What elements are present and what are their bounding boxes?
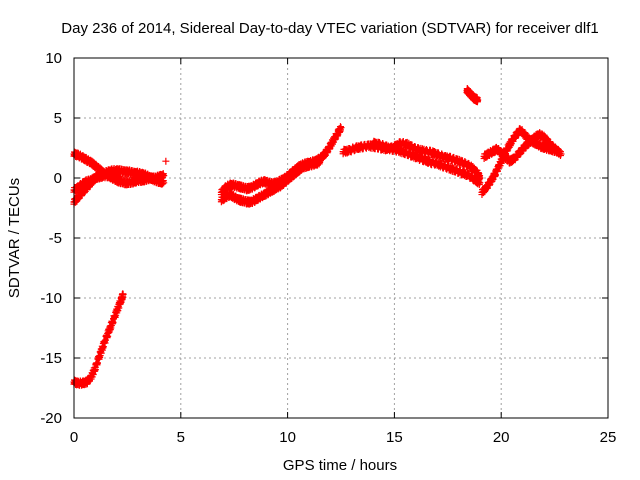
data-point	[474, 96, 482, 104]
x-tick-label: 10	[279, 429, 296, 446]
data-point	[557, 150, 565, 158]
data-point	[160, 179, 168, 187]
series-arc-h	[478, 125, 563, 199]
x-axis-label: GPS time / hours	[283, 457, 397, 474]
y-tick-label: 0	[54, 170, 62, 187]
data-point	[337, 124, 345, 132]
x-tick-label: 15	[386, 429, 403, 446]
series-arc-b	[70, 165, 168, 208]
series-arc-g	[369, 137, 484, 188]
y-tick-label: 10	[45, 50, 62, 67]
axis-ticks	[73, 57, 609, 419]
data-point	[117, 175, 125, 183]
y-tick-label: -20	[40, 410, 62, 427]
y-axis-label: SDTVAR / TECUs	[6, 178, 23, 298]
y-tick-label: -15	[40, 350, 62, 367]
series-arc-e	[217, 157, 324, 208]
data-points	[70, 85, 565, 389]
series-isolated	[162, 157, 170, 165]
y-tick-labels: -20 -15 -10 -5 0 5 10	[40, 50, 62, 427]
chart-title: Day 236 of 2014, Sidereal Day-to-day VTE…	[61, 20, 598, 37]
x-tick-label: 0	[70, 429, 78, 446]
y-tick-label: 5	[54, 110, 62, 127]
data-point	[119, 290, 127, 298]
x-tick-label: 20	[493, 429, 510, 446]
x-tick-labels: 0 5 10 15 20 25	[70, 429, 617, 446]
data-point	[476, 179, 484, 187]
y-tick-label: -5	[49, 230, 62, 247]
series-arc-i	[480, 129, 565, 167]
series-high-blip	[463, 85, 482, 106]
series-steep-arc	[70, 290, 127, 389]
x-tick-label: 5	[177, 429, 185, 446]
series-arc-c	[70, 169, 125, 196]
x-tick-label: 25	[600, 429, 617, 446]
y-tick-label: -10	[40, 290, 62, 307]
data-point	[162, 157, 170, 165]
grid-lines	[74, 58, 608, 418]
data-point	[316, 158, 324, 166]
